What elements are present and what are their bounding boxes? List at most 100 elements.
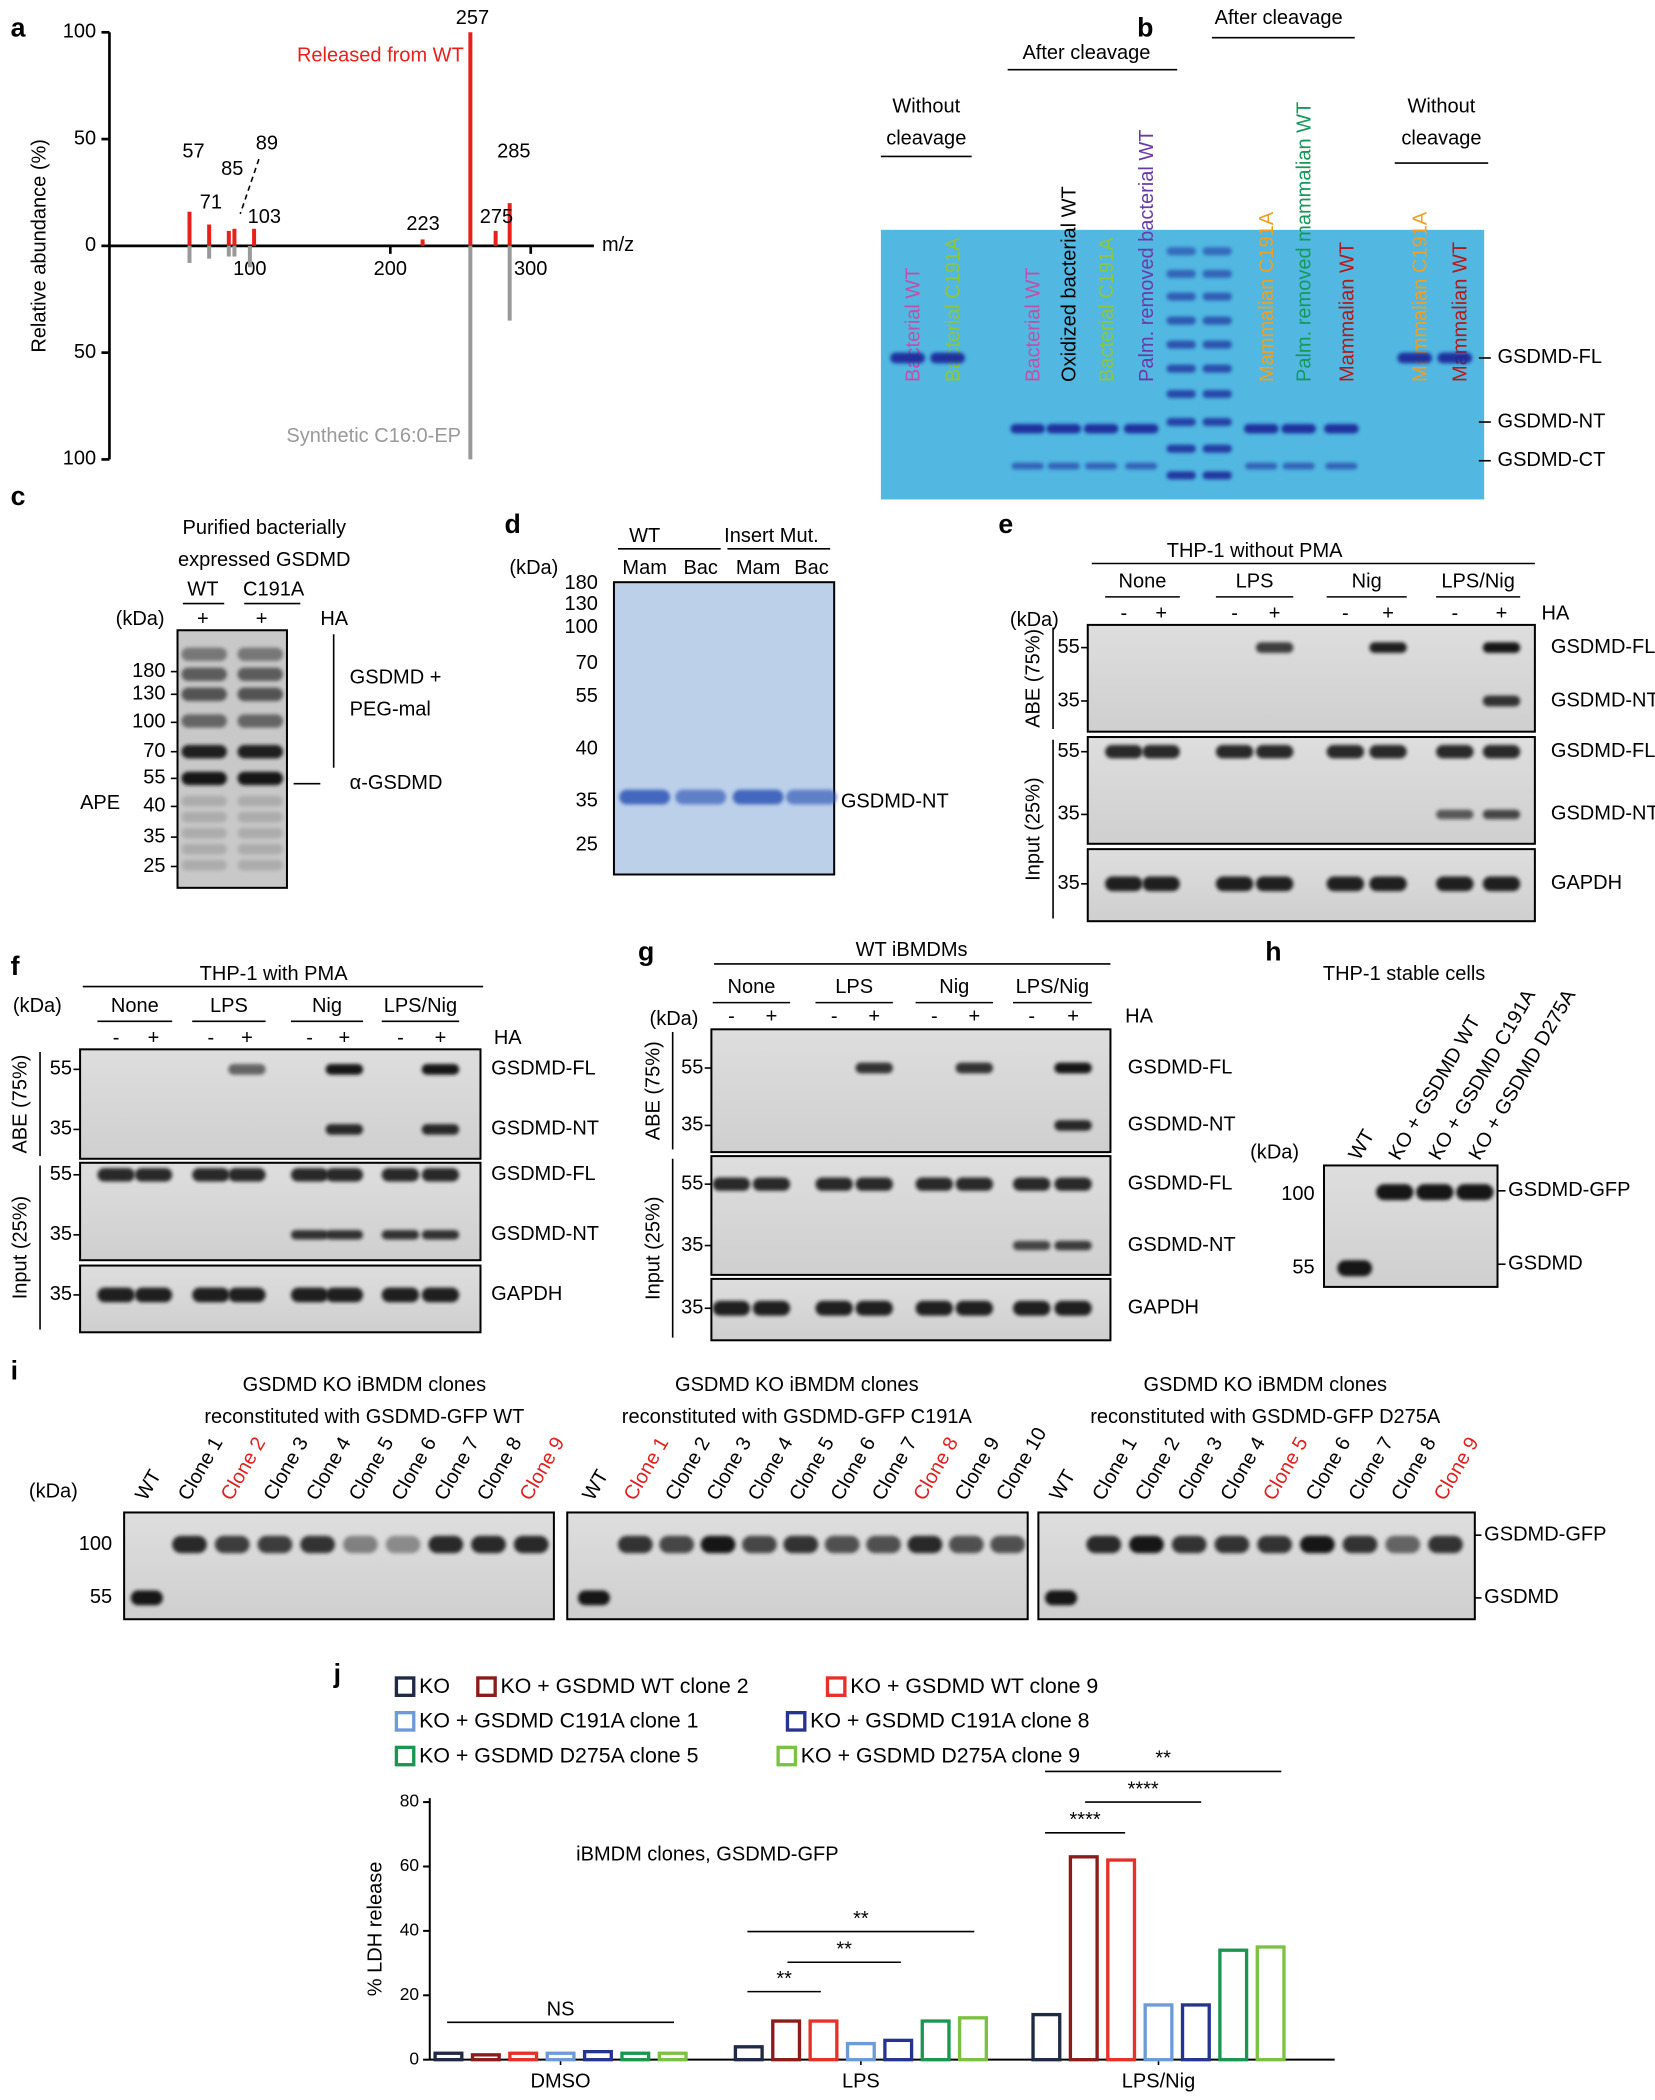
group-label: None: [1119, 570, 1167, 592]
bar: [620, 2051, 651, 2062]
band: [1337, 1260, 1373, 1277]
band: [1047, 462, 1080, 470]
band: [290, 1287, 329, 1303]
band: [181, 745, 227, 759]
lane-label: WT: [1345, 1126, 1380, 1164]
band: [181, 827, 227, 839]
panel-letter: d: [505, 509, 521, 539]
bar: [771, 2019, 802, 2062]
panel-title: Purified bacterially: [182, 517, 346, 539]
band: [1202, 418, 1232, 427]
legend-swatch: [825, 1676, 847, 1697]
ladder-label: 35: [50, 1283, 72, 1305]
ladder-label: 180: [565, 572, 598, 594]
kda-label: (kDa): [1250, 1142, 1299, 1164]
legend-swatch: [394, 1745, 416, 1767]
bar: [657, 2051, 688, 2062]
band: [1166, 364, 1196, 373]
band: [1166, 340, 1196, 349]
blot: [710, 1028, 1112, 1154]
band: [343, 1535, 378, 1554]
peak-label: 71: [200, 191, 222, 213]
lane-label: Palm. removed mammalian WT: [1294, 102, 1316, 382]
band: [385, 1535, 421, 1554]
ladder-label: 55: [1057, 636, 1079, 658]
lane-label: Bacterial C191A: [943, 237, 965, 382]
y-tick-label: 50: [74, 341, 96, 363]
significance-label: **: [836, 1939, 852, 1961]
treatment-label: HA: [1125, 1006, 1153, 1028]
treatment: +: [1382, 603, 1394, 625]
x-tick-label: 200: [374, 258, 407, 280]
panel-title: reconstituted with GSDMD-GFP WT: [204, 1406, 524, 1428]
panel-letter: i: [11, 1355, 18, 1385]
legend-swatch: [394, 1676, 416, 1697]
legend-label: KO + GSDMD WT clone 2: [501, 1674, 749, 1698]
band: [381, 1168, 420, 1182]
ladder-label: 55: [1057, 740, 1079, 762]
legend-swatch: [394, 1710, 416, 1732]
band: [1436, 745, 1474, 759]
group-label: Nig: [312, 995, 342, 1017]
blot: [710, 1155, 1112, 1276]
band: [1166, 390, 1196, 399]
annotation: iBMDM clones, GSDMD-GFP: [576, 1844, 838, 1866]
legend-swatch: [785, 1710, 807, 1732]
section-label: ABE (75%): [1023, 629, 1045, 728]
blot: [123, 1511, 555, 1621]
bar: [883, 2038, 914, 2062]
band: [617, 1535, 653, 1554]
ladder-label: 55: [50, 1058, 72, 1080]
marker-label: GSDMD-NT: [491, 1223, 599, 1245]
kda-label: (kDa): [1010, 609, 1059, 631]
ladder-label: 70: [576, 652, 598, 674]
band: [228, 1168, 266, 1182]
band: [1046, 424, 1082, 434]
y-tick-label: 60: [400, 1855, 419, 1875]
legend-label: KO + GSDMD D275A clone 5: [419, 1743, 698, 1767]
panel-letter: j: [333, 1658, 341, 1688]
ladder-label: 55: [681, 1056, 703, 1078]
marker-label: GSDMD-NT: [1128, 1114, 1236, 1136]
ladder-label: 35: [681, 1234, 703, 1256]
band: [752, 1300, 791, 1316]
band: [855, 1177, 893, 1191]
band: [1202, 471, 1232, 480]
treatment: +: [1067, 1006, 1079, 1028]
legend-label: KO + GSDMD D275A clone 9: [801, 1743, 1080, 1767]
series-label: Synthetic C16:0-EP: [286, 425, 461, 447]
significance-label: **: [1155, 1748, 1171, 1770]
ladder-label: 130: [132, 683, 165, 705]
treatment: -: [728, 1006, 735, 1028]
band: [1245, 462, 1278, 470]
header: After cleavage: [1022, 42, 1150, 64]
band: [855, 1300, 893, 1316]
treatment: +: [338, 1027, 350, 1049]
band: [1255, 642, 1294, 653]
band: [948, 1535, 984, 1554]
band: [1083, 424, 1119, 434]
band: [1013, 1177, 1051, 1191]
legend-label: KO: [419, 1674, 450, 1698]
band: [1436, 876, 1474, 892]
band: [815, 1300, 853, 1316]
band: [1202, 316, 1232, 325]
lane-label: Mammalian WT: [1450, 242, 1472, 382]
marker-label: GSDMD-GFP: [1484, 1523, 1606, 1545]
band: [1142, 745, 1180, 759]
section-label: ABE (75%): [10, 1055, 32, 1154]
band: [181, 714, 227, 728]
treatment: -: [113, 1027, 120, 1049]
ladder-label: 35: [1057, 872, 1079, 894]
ladder-label: 40: [143, 795, 165, 817]
band: [181, 687, 227, 701]
band: [1010, 424, 1046, 434]
band: [181, 771, 227, 786]
band: [1013, 1240, 1051, 1251]
legend-swatch: [776, 1745, 798, 1767]
bar: [1255, 1945, 1286, 2062]
band: [659, 1535, 695, 1554]
marker-label: GSDMD-NT: [1498, 410, 1606, 432]
y-tick-label: 100: [63, 21, 96, 43]
